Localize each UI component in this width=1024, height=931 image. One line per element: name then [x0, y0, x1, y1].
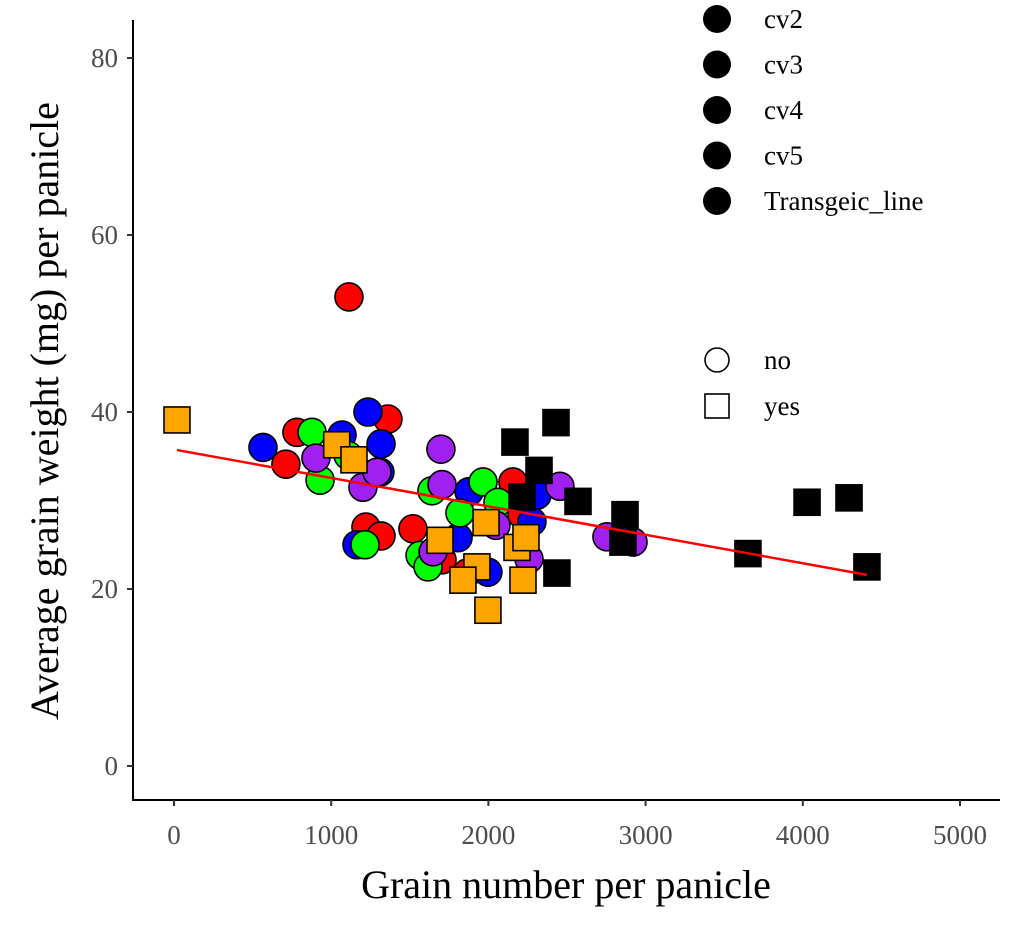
data-point-black	[564, 487, 592, 516]
legend-label: cv2	[764, 4, 803, 34]
legend-square-icon	[704, 393, 730, 419]
data-point-black	[525, 456, 553, 485]
data-point-red	[398, 514, 428, 544]
data-point-black	[609, 528, 637, 556]
x-tick-label: 2000	[461, 820, 515, 850]
data-point-black	[542, 408, 570, 437]
data-point-black	[793, 488, 821, 517]
legend-label: cv4	[764, 95, 803, 125]
data-point-blue	[248, 432, 278, 463]
data-point-green	[297, 417, 327, 448]
legend-key-icon	[703, 5, 731, 33]
y-tick-label: 0	[105, 751, 119, 781]
data-points	[163, 282, 881, 625]
data-point-orange	[472, 508, 500, 537]
data-point-orange	[163, 406, 191, 434]
trend-line	[176, 448, 868, 577]
data-point-green	[350, 529, 380, 560]
y-tick-label: 40	[91, 397, 118, 427]
legend-circle-icon	[704, 347, 730, 373]
data-point-orange	[474, 596, 502, 625]
data-point-orange	[449, 566, 477, 594]
data-point-black	[543, 559, 571, 587]
data-point-black	[853, 553, 881, 581]
data-point-black	[734, 539, 762, 568]
legend-key-icon	[703, 50, 731, 79]
data-point-green	[468, 467, 498, 497]
y-tick-label: 20	[91, 574, 118, 604]
legend-key-icon	[703, 141, 731, 170]
data-point-purple	[427, 469, 457, 500]
legend-key-icon	[703, 96, 731, 124]
x-axis-title: Grain number per panicle	[361, 862, 771, 907]
x-tick-label: 1000	[304, 820, 358, 850]
legend-label: Transgeic_line	[764, 186, 923, 216]
data-point-red	[334, 282, 364, 312]
y-ticks: 0 20 40 60 80	[91, 43, 133, 781]
data-point-orange	[509, 566, 537, 594]
data-point-orange	[426, 526, 454, 555]
y-axis-title: Average grain weight (mg) per panicle	[22, 102, 67, 720]
data-point-orange	[322, 430, 351, 459]
x-tick-label: 4000	[776, 820, 830, 850]
data-point-red	[271, 449, 301, 480]
data-point-black	[835, 484, 863, 512]
legend-key-icon	[703, 187, 731, 215]
data-point-blue	[366, 429, 396, 459]
x-tick-label: 0	[167, 820, 181, 850]
x-tick-label: 5000	[933, 820, 987, 850]
data-point-purple	[426, 434, 456, 464]
data-point-black	[501, 428, 529, 456]
legend-label: cv3	[764, 50, 803, 80]
y-tick-label: 80	[91, 43, 118, 73]
x-ticks: 0 1000 2000 3000 4000 5000	[167, 800, 987, 850]
legend-label: no	[764, 345, 791, 375]
y-tick-label: 60	[91, 220, 118, 250]
data-point-black	[508, 483, 536, 511]
legend-label: yes	[764, 391, 800, 421]
data-point-blue	[353, 397, 383, 427]
data-point-black	[611, 500, 639, 529]
x-tick-label: 3000	[619, 820, 673, 850]
data-point-orange	[340, 445, 368, 474]
data-point-orange	[512, 523, 540, 552]
legend-label: cv5	[764, 141, 803, 171]
